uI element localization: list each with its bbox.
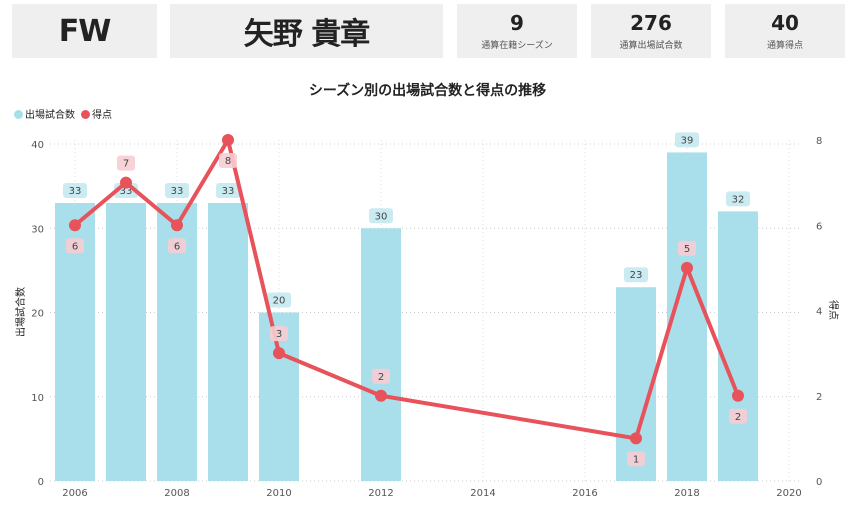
bar-data-label: 20 — [273, 296, 286, 307]
bar-data-label: 30 — [375, 211, 388, 222]
y2-tick-label: 0 — [816, 477, 822, 488]
position-card: FW — [12, 4, 157, 58]
goals-point — [120, 176, 132, 189]
bar-label-bg — [267, 292, 291, 308]
y2-tick-label: 2 — [816, 392, 822, 403]
x-tick-label: 2006 — [62, 488, 87, 499]
bar-data-label: 32 — [732, 194, 745, 205]
player-name-card: 矢野 貴章 — [170, 4, 443, 58]
bar — [718, 211, 758, 481]
legend-item-goals[interactable]: 得点 — [81, 106, 112, 121]
point-data-label: 6 — [72, 241, 78, 252]
point-label-bg — [678, 240, 696, 256]
point-data-label: 3 — [276, 329, 282, 340]
y-tick-label: 30 — [31, 224, 44, 235]
chart-title: シーズン別の出場試合数と得点の推移 — [308, 83, 547, 99]
bar-data-label: 39 — [681, 135, 694, 146]
seasons-card: 9 通算在籍シーズン — [457, 4, 577, 58]
bar-label-bg — [63, 182, 87, 198]
bar-data-label: 33 — [222, 186, 235, 197]
point-data-label: 5 — [684, 244, 690, 255]
y2-tick-label: 8 — [816, 136, 822, 147]
bar-data-label: 33 — [120, 186, 133, 197]
point-data-label: 7 — [123, 159, 129, 170]
y-tick-label: 0 — [38, 477, 44, 488]
legend-dot-icon — [81, 110, 90, 119]
legend-label: 得点 — [92, 110, 112, 121]
x-tick-label: 2018 — [674, 488, 699, 499]
x-tick-label: 2014 — [470, 488, 495, 499]
point-data-label: 2 — [378, 372, 384, 383]
point-label-bg — [168, 238, 186, 254]
x-tick-label: 2016 — [572, 488, 597, 499]
bar-data-label: 33 — [171, 186, 184, 197]
appearances-card: 276 通算出場試合数 — [591, 4, 711, 58]
y-axis-title: 出場試合数 — [14, 287, 27, 337]
bar — [361, 228, 401, 481]
point-label-bg — [66, 238, 84, 254]
player-name: 矢野 貴章 — [243, 17, 370, 52]
goals-point — [375, 389, 387, 402]
y-tick-label: 20 — [31, 309, 44, 320]
goals-point — [273, 347, 285, 360]
goals-card: 40 通算得点 — [725, 4, 845, 58]
point-label-bg — [729, 408, 747, 424]
position-value: FW — [58, 13, 112, 49]
chart-legend: 出場試合数 得点 — [14, 106, 112, 121]
point-label-bg — [270, 326, 288, 342]
legend-item-appearances[interactable]: 出場試合数 — [14, 106, 75, 121]
point-data-label: 6 — [174, 241, 180, 252]
bar-label-bg — [624, 267, 648, 283]
point-label-bg — [219, 153, 237, 168]
point-data-label: 2 — [735, 412, 741, 423]
y2-axis-title: 得点 — [827, 300, 839, 320]
x-tick-label: 2008 — [164, 488, 189, 499]
bar-data-label: 33 — [69, 186, 82, 197]
y2-tick-label: 6 — [816, 221, 822, 232]
appearances-value: 276 — [630, 10, 672, 35]
goals-point — [732, 389, 744, 402]
legend-dot-icon — [14, 110, 23, 119]
goals-point — [171, 219, 183, 232]
appearances-label: 通算出場試合数 — [619, 40, 683, 51]
bar-label-bg — [216, 182, 240, 198]
y-tick-label: 40 — [31, 140, 44, 151]
goals-label: 通算得点 — [766, 40, 803, 51]
goals-point — [69, 219, 81, 232]
point-label-bg — [117, 155, 135, 171]
point-data-label: 1 — [633, 454, 639, 465]
bar — [106, 202, 146, 481]
bar-label-bg — [369, 208, 393, 224]
bar-data-label: 23 — [630, 270, 643, 281]
x-tick-label: 2012 — [368, 488, 393, 499]
x-tick-label: 2010 — [266, 488, 291, 499]
point-label-bg — [372, 368, 390, 384]
bar — [208, 202, 248, 481]
x-tick-label: 2020 — [776, 488, 801, 499]
point-data-label: 8 — [225, 156, 231, 167]
bar-label-bg — [726, 191, 750, 207]
bar-label-bg — [165, 182, 189, 198]
bar-label-bg — [675, 132, 699, 148]
goals-point — [630, 432, 642, 445]
y2-tick-label: 4 — [816, 307, 822, 318]
y-tick-label: 10 — [31, 393, 44, 404]
goals-value: 40 — [771, 10, 799, 35]
point-label-bg — [627, 451, 645, 467]
goals-point — [222, 134, 234, 146]
seasons-label: 通算在籍シーズン — [481, 40, 553, 51]
legend-label: 出場試合数 — [25, 110, 75, 121]
bar — [616, 287, 656, 481]
seasons-value: 9 — [510, 10, 524, 35]
goals-point — [681, 261, 693, 274]
